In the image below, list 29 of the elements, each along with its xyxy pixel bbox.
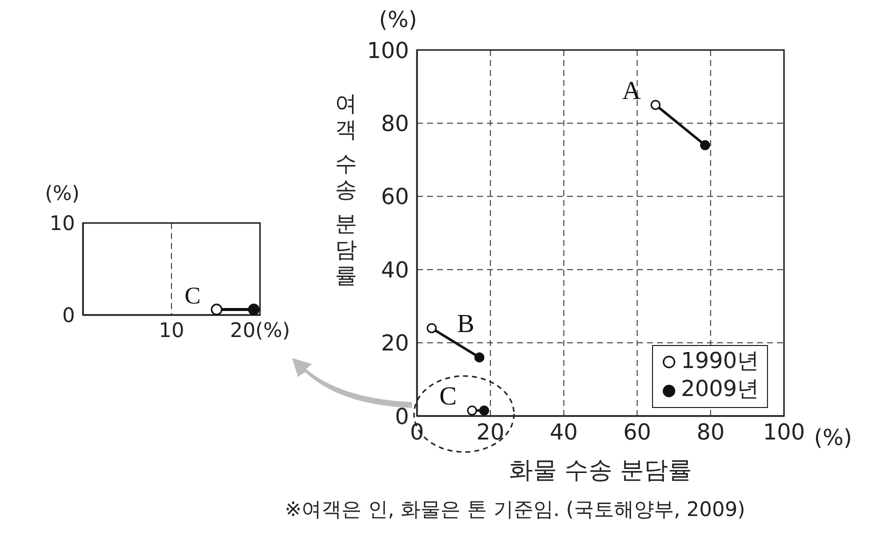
x-tick-label: 80 [696, 420, 725, 446]
series-label: A [622, 76, 642, 105]
point [700, 140, 710, 150]
point [474, 352, 484, 362]
legend-label: 2009년 [681, 376, 759, 404]
y-tick-label: 80 [381, 112, 409, 138]
y-tick-label: 60 [381, 185, 409, 210]
text: ※여객은 인, 화물은 톤 기준임. (국토해양부, 2009) [284, 496, 746, 523]
series-label: C [439, 382, 457, 411]
x-tick-label: 100 [763, 420, 805, 446]
legend-label: 1990년 [681, 348, 759, 376]
text: (%) [379, 8, 418, 33]
x-tick-label: 20(%) [230, 318, 290, 342]
text: (%) [814, 426, 852, 451]
y-tick-label: 40 [381, 258, 409, 284]
x-tick-label: 20 [476, 420, 504, 446]
point [426, 323, 437, 334]
y-axis-title: 여객 수송 분담률 [334, 92, 358, 290]
x-tick-label: 60 [623, 420, 652, 446]
series-label: C [184, 283, 201, 310]
text: (%) [45, 181, 80, 205]
point [650, 100, 661, 110]
y-tick-label: 100 [367, 38, 409, 64]
point [467, 405, 478, 416]
x-tick-label: 40 [550, 420, 578, 446]
series-label: B [457, 309, 474, 338]
x-axis-title: 화물 수송 분담률 [508, 455, 694, 486]
y-tick-label: 0 [395, 404, 409, 430]
point [479, 405, 490, 416]
